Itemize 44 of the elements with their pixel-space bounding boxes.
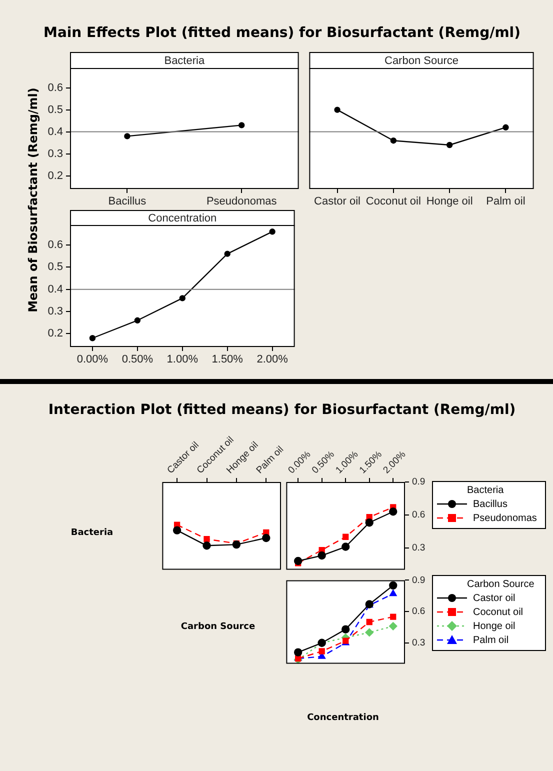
x-tick-label: Coconut oil — [366, 196, 421, 208]
chart-subtitle: Concentration — [148, 212, 217, 225]
legend-label: Pseudonomas — [473, 512, 537, 524]
y-tick-label: 0.6 — [412, 510, 426, 521]
x-axis-title: Concentration — [307, 713, 379, 723]
x-tick-label: Honge oil — [426, 196, 473, 208]
y-tick-label: 0.9 — [412, 574, 426, 586]
x-tick-label: 1.00% — [166, 354, 198, 366]
y-tick-label: 0.3 — [48, 148, 63, 160]
legend-label: Honge oil — [473, 620, 516, 632]
legend-label: Coconut oil — [473, 606, 524, 618]
legend-title: Carbon Source — [466, 579, 536, 590]
x-tick-label: Palm oil — [486, 196, 526, 208]
y-tick-label: 0.3 — [48, 306, 63, 318]
y-tick-label: 0.4 — [48, 126, 63, 138]
chart-subtitle: Carbon Source — [384, 55, 458, 68]
chart-title: Main Effects Plot (fitted means) for Biosurfactant (Remg/ml) — [44, 25, 520, 41]
legend-label: Castor oil — [473, 592, 516, 604]
x-tick-label: Pseudonomas — [206, 196, 278, 208]
chart-subtitle: Bacteria — [164, 55, 206, 68]
y-axis-title: Carbon Source — [180, 622, 256, 632]
y-axis-title: Mean of Biosurfactant (Remg/ml) — [26, 88, 40, 312]
legend-label: Palm oil — [473, 634, 509, 646]
x-tick-label: Castor oil — [314, 196, 361, 208]
x-tick-label: 0.50% — [122, 354, 154, 366]
x-tick-label: 0.00% — [76, 354, 108, 366]
x-tick-label: 1.50% — [212, 354, 244, 366]
legend-title: Bacteria — [466, 485, 505, 496]
y-tick-label: 0.6 — [48, 238, 63, 251]
y-tick-label: 0.2 — [48, 328, 63, 340]
chart-title: Interaction Plot (fitted means) for Biosurfactant (Remg/ml) — [48, 402, 516, 418]
y-tick-label: 0.9 — [412, 476, 426, 488]
y-tick-label: 0.3 — [412, 638, 426, 649]
legend-label: Bacillus — [473, 498, 508, 510]
x-tick-label: 2.00% — [256, 354, 288, 366]
y-tick-label: 0.5 — [48, 261, 63, 274]
y-tick-label: 0.6 — [48, 82, 63, 94]
y-tick-label: 0.4 — [48, 283, 63, 296]
x-tick-label: Bacillus — [108, 196, 147, 208]
y-tick-label: 0.5 — [48, 104, 63, 116]
y-tick-label: 0.3 — [412, 542, 426, 554]
y-tick-label: 0.6 — [412, 606, 426, 618]
y-axis-title: Bacteria — [70, 528, 114, 538]
y-tick-label: 0.2 — [48, 170, 63, 182]
